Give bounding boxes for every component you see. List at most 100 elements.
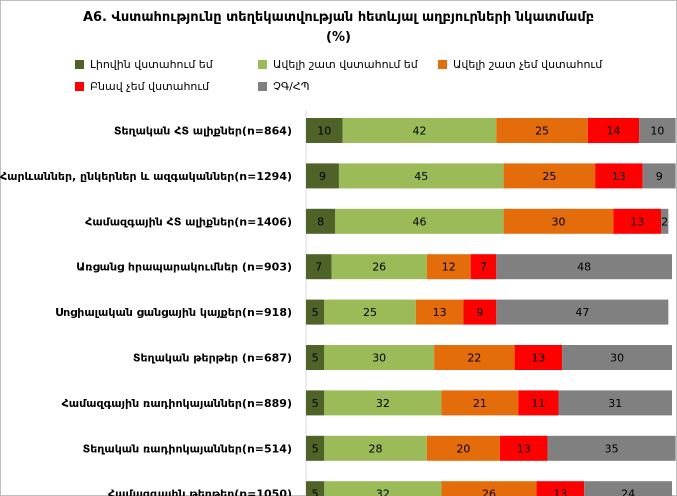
bar-segment <box>584 481 672 496</box>
data-label: 13 <box>433 306 447 319</box>
legend-item-fully-distrust: Բնավ չեմ վստահում <box>75 80 209 93</box>
bar-segment <box>306 390 325 416</box>
legend-item-rather-trust: Ավելի շատ վստահում եմ <box>258 58 418 71</box>
data-label: 20 <box>456 442 470 455</box>
data-label: 5 <box>312 488 319 496</box>
bar-segment <box>426 435 500 461</box>
legend-item-dk-na: ՉԳ/ՀՊ <box>258 80 310 93</box>
bar-segment <box>441 390 519 416</box>
bar-segment <box>463 299 497 325</box>
data-label: 30 <box>610 352 624 365</box>
data-label: 24 <box>621 488 635 496</box>
bar-segment <box>470 254 497 280</box>
bar-segment <box>595 163 643 189</box>
data-label: 9 <box>656 170 663 183</box>
bar-segment <box>324 481 442 496</box>
data-label: 8 <box>317 215 324 228</box>
chart-title-line2: (%) <box>326 30 351 45</box>
data-label: 9 <box>476 306 483 319</box>
bar-segment <box>342 118 497 143</box>
data-label: 26 <box>372 261 386 274</box>
legend-label-fully-distrust: Բնավ չեմ վստահում <box>90 80 210 93</box>
bar-segment <box>324 345 435 370</box>
data-label: 31 <box>608 397 622 410</box>
legend-swatch-rather-distrust <box>438 60 447 69</box>
bar-segment <box>434 345 515 370</box>
bar-segment <box>503 208 614 234</box>
data-label: 25 <box>535 125 549 138</box>
bar-segment <box>306 481 325 496</box>
legend-item-rather-distrust: Ավելի շատ չեմ վստահում <box>438 58 602 71</box>
data-label: 32 <box>376 397 390 410</box>
bar-segment <box>499 435 548 461</box>
category-label: Առցանց հրապարակումներ (n=903) <box>76 261 292 274</box>
data-label: 12 <box>442 261 456 274</box>
bar-segment <box>306 118 343 143</box>
bar-segment <box>306 435 325 461</box>
data-label: 48 <box>577 261 591 274</box>
category-label: Համազգային ռադիոկայաններ(n=889) <box>62 397 292 410</box>
data-label: 5 <box>312 397 319 410</box>
bar-segment <box>426 254 471 280</box>
bar-segment <box>518 390 559 416</box>
legend-label-fully-trust: Լիովին վստահում եմ <box>90 58 213 71</box>
data-label: 13 <box>553 488 567 496</box>
bar-segment <box>306 163 339 189</box>
bar-segment <box>496 254 672 280</box>
bar-segment <box>562 345 672 370</box>
bar-segment <box>324 299 416 325</box>
data-label: 28 <box>369 442 383 455</box>
data-label: 47 <box>575 306 589 319</box>
bar-segment <box>496 118 588 143</box>
bar-segment <box>639 118 676 143</box>
bar-segment <box>306 208 336 234</box>
bar-segment <box>306 254 332 280</box>
data-label: 21 <box>473 397 487 410</box>
category-label: Տեղական ՀՏ ալիքներ(n=864) <box>114 125 292 138</box>
data-label: 13 <box>531 352 545 365</box>
legend-label-rather-trust: Ավելի շատ վստահում եմ <box>273 58 418 71</box>
bar-segment <box>335 208 504 234</box>
category-label: Համազգային ՀՏ ալիքներ(n=1406) <box>85 215 292 228</box>
bar-segment <box>496 299 669 325</box>
bar-segment <box>324 435 427 461</box>
bar-segment <box>661 208 669 234</box>
data-label: 7 <box>480 261 487 274</box>
legend-item-fully-trust: Լիովին վստահում եմ <box>75 58 213 71</box>
bar-segment <box>441 481 537 496</box>
bar-segment <box>613 208 662 234</box>
bar-segment <box>642 163 676 189</box>
bar-segment <box>587 118 640 143</box>
bar-segment <box>536 481 585 496</box>
category-label: Համազգային թերթեր(n=1050) <box>108 488 292 496</box>
bar-segment <box>338 163 504 189</box>
legend-swatch-dk-na <box>258 82 267 91</box>
bar-segment <box>306 299 325 325</box>
bar-segment <box>415 299 464 325</box>
bar-segment <box>324 390 442 416</box>
data-label: 9 <box>319 170 326 183</box>
data-label: 5 <box>312 352 319 365</box>
data-label: 14 <box>606 125 620 138</box>
category-label: Տեղական թերթեր (n=687) <box>133 352 292 365</box>
data-label: 11 <box>531 397 545 410</box>
legend-label-rather-distrust: Ավելի շատ չեմ վստահում <box>453 58 603 71</box>
data-label: 5 <box>312 306 319 319</box>
data-label: 10 <box>317 125 331 138</box>
data-label: 5 <box>312 442 319 455</box>
legend-swatch-rather-trust <box>258 60 267 69</box>
category-label: Հարևաններ, ընկերներ և ազգականներ(n=1294) <box>0 170 292 183</box>
data-label: 22 <box>467 352 481 365</box>
bar-segment <box>306 345 325 370</box>
data-label: 46 <box>412 215 426 228</box>
data-label: 13 <box>630 215 644 228</box>
data-label: 45 <box>414 170 428 183</box>
data-label: 42 <box>412 125 426 138</box>
data-label: 13 <box>517 442 531 455</box>
data-label: 10 <box>650 125 664 138</box>
chart-title-line1: A6. Վստահությունը տեղեկատվության հետևյալ… <box>82 10 595 25</box>
category-label: Տեղական ռադիոկայաններ(n=514) <box>83 442 292 455</box>
data-label: 26 <box>482 488 496 496</box>
bar-segment <box>514 345 563 370</box>
